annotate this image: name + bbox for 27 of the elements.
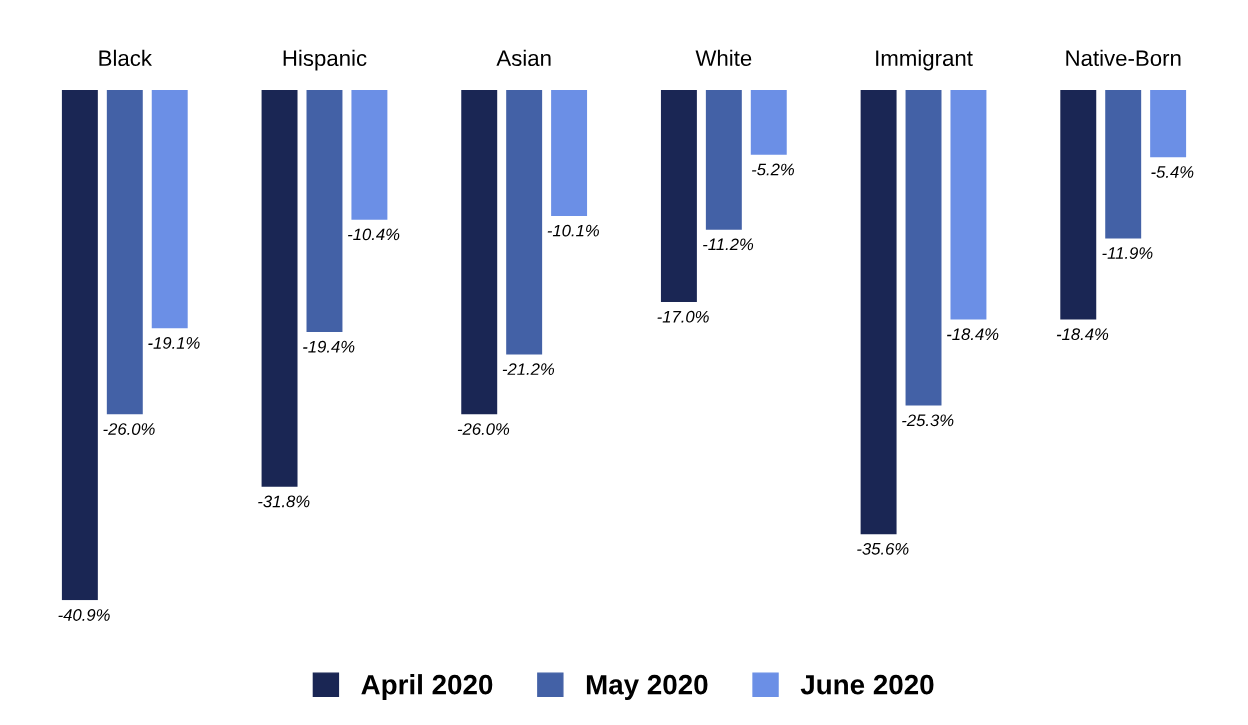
data-label: -10.1% bbox=[547, 224, 599, 237]
data-label: -35.6% bbox=[857, 542, 909, 555]
data-label: -31.8% bbox=[258, 495, 310, 508]
data-label: -26.0% bbox=[103, 423, 155, 435]
legend-label: May 2020 bbox=[586, 674, 708, 700]
data-label: -21.2% bbox=[502, 363, 555, 375]
data-label: -19.4% bbox=[303, 340, 355, 353]
data-label: -19.1% bbox=[148, 337, 200, 349]
data-label: -5.2% bbox=[752, 163, 794, 176]
data-label: -17.0% bbox=[657, 310, 709, 323]
data-label: -5.4% bbox=[1151, 166, 1194, 178]
data-label: -10.4% bbox=[348, 228, 400, 241]
x-tick-label: Black bbox=[99, 49, 152, 67]
x-tick-label: Immigrant bbox=[876, 49, 973, 71]
x-tick-label: Native-Born bbox=[1066, 49, 1181, 67]
x-tick-label: White bbox=[695, 49, 752, 67]
x-tick-label: Asian bbox=[496, 49, 551, 67]
data-label: -18.4% bbox=[947, 328, 999, 341]
data-label: -26.0% bbox=[457, 423, 510, 435]
legend-label: April 2020 bbox=[361, 674, 493, 700]
data-label: -11.2% bbox=[703, 238, 754, 251]
data-label: -40.9% bbox=[58, 609, 110, 621]
data-label: -25.3% bbox=[902, 414, 954, 427]
data-label: -18.4% bbox=[1056, 328, 1109, 341]
data-label: -11.9% bbox=[1102, 247, 1153, 259]
legend-label: June 2020 bbox=[800, 674, 934, 695]
x-tick-label: Hispanic bbox=[283, 49, 367, 71]
